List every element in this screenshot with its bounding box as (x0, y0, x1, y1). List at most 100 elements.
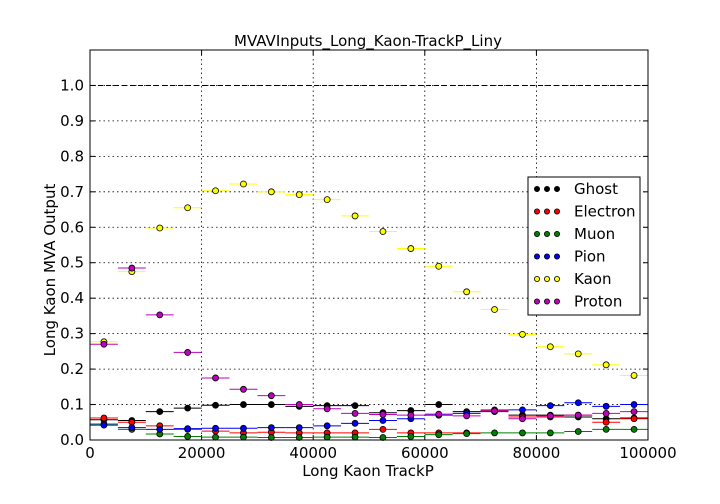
legend-label-kaon: Kaon (574, 270, 611, 288)
axis-ticks: 0 20000 40000 60000 80000 100000 0.0 0.1 0.2 0.3 0… (60, 50, 677, 462)
y-tick-label: 0.8 (60, 147, 84, 165)
series-kaon (90, 180, 648, 379)
data-point (100, 340, 108, 348)
legend-marker (544, 275, 551, 282)
legend-marker (554, 253, 561, 260)
data-point (574, 350, 582, 358)
legend-box (527, 176, 641, 316)
data-point (519, 330, 526, 338)
y-tick-label: 0.3 (60, 325, 84, 343)
legend-label-proton: Proton (574, 293, 622, 311)
y-tick-label: 0.4 (60, 289, 84, 307)
x-tick-label: 60000 (401, 444, 449, 462)
legend-marker (534, 275, 541, 282)
data-point (379, 411, 387, 418)
data-point (156, 425, 164, 433)
data-point (323, 433, 331, 441)
data-point (491, 407, 498, 415)
data-point (546, 412, 554, 420)
data-point (240, 401, 247, 408)
legend-marker (544, 298, 551, 305)
data-point (574, 428, 582, 435)
data-point (407, 245, 415, 252)
data-point (435, 401, 443, 408)
chart-title: MVAVInputs_Long_Kaon-TrackP_Liny (234, 32, 502, 51)
y-tick-label: 0.0 (60, 431, 84, 449)
legend: Ghost Electron Muon Pion Kaon Proton (527, 176, 641, 316)
legend-marker (554, 230, 561, 237)
legend-marker (554, 298, 561, 305)
data-point (463, 288, 471, 296)
data-point (212, 424, 219, 432)
data-point (212, 187, 219, 195)
data-point (184, 425, 192, 433)
legend-marker (534, 208, 541, 215)
legend-marker (544, 230, 551, 237)
data-point (351, 402, 359, 410)
x-tick-label: 80000 (513, 444, 561, 462)
data-point (546, 402, 554, 410)
data-point (630, 408, 638, 416)
data-point (407, 411, 415, 419)
data-point (435, 262, 443, 270)
x-tick-label: 100000 (619, 444, 676, 462)
data-point (212, 433, 219, 441)
series-muon (90, 420, 648, 441)
data-point (463, 430, 471, 438)
data-point (156, 224, 164, 232)
plot-frame (89, 49, 649, 441)
data-point (267, 401, 275, 408)
data-point (100, 414, 108, 422)
data-point (184, 349, 192, 356)
legend-label-muon: Muon (574, 225, 615, 243)
legend-marker (554, 185, 561, 192)
y-tick-label: 0.5 (60, 254, 84, 272)
data-point (295, 401, 303, 408)
legend-marker (544, 208, 551, 215)
legend-marker (544, 253, 551, 260)
data-point (602, 425, 610, 433)
data-point (630, 415, 638, 423)
x-tick-label: 0 (85, 444, 95, 462)
data-point (267, 392, 275, 400)
legend-marker (534, 253, 541, 260)
data-point (574, 399, 582, 407)
x-axis-title: Long Kaon TrackP (302, 462, 434, 480)
y-tick-label: 1.0 (60, 76, 84, 94)
data-points (90, 180, 648, 441)
data-point (295, 424, 303, 431)
data-point (463, 412, 471, 420)
data-point (156, 408, 164, 416)
data-point (323, 422, 331, 430)
data-point (323, 196, 331, 204)
data-point (267, 424, 275, 431)
y-tick-label: 0.2 (60, 360, 84, 378)
data-point (184, 433, 192, 440)
data-point (351, 419, 359, 427)
data-point (379, 425, 387, 433)
data-point (546, 429, 554, 437)
data-point (267, 434, 275, 441)
data-point (379, 417, 387, 424)
x-tick-label: 20000 (178, 444, 226, 462)
data-point (519, 415, 526, 423)
data-point (351, 433, 359, 441)
y-tick-label: 0.6 (60, 218, 84, 236)
data-point (212, 374, 219, 382)
data-point (602, 418, 610, 426)
data-point (323, 405, 331, 413)
legend-label-electron: Electron (574, 203, 636, 221)
y-tick-label: 0.1 (60, 396, 84, 414)
data-point (630, 372, 638, 379)
legend-marker (534, 298, 541, 305)
legend-label-ghost: Ghost (574, 180, 618, 198)
legend-marker (554, 275, 561, 282)
legend-marker (534, 230, 541, 237)
data-point (602, 410, 610, 417)
data-point (546, 343, 554, 351)
x-tick-label: 40000 (289, 444, 337, 462)
series-proton (90, 264, 648, 423)
data-point (407, 433, 415, 440)
